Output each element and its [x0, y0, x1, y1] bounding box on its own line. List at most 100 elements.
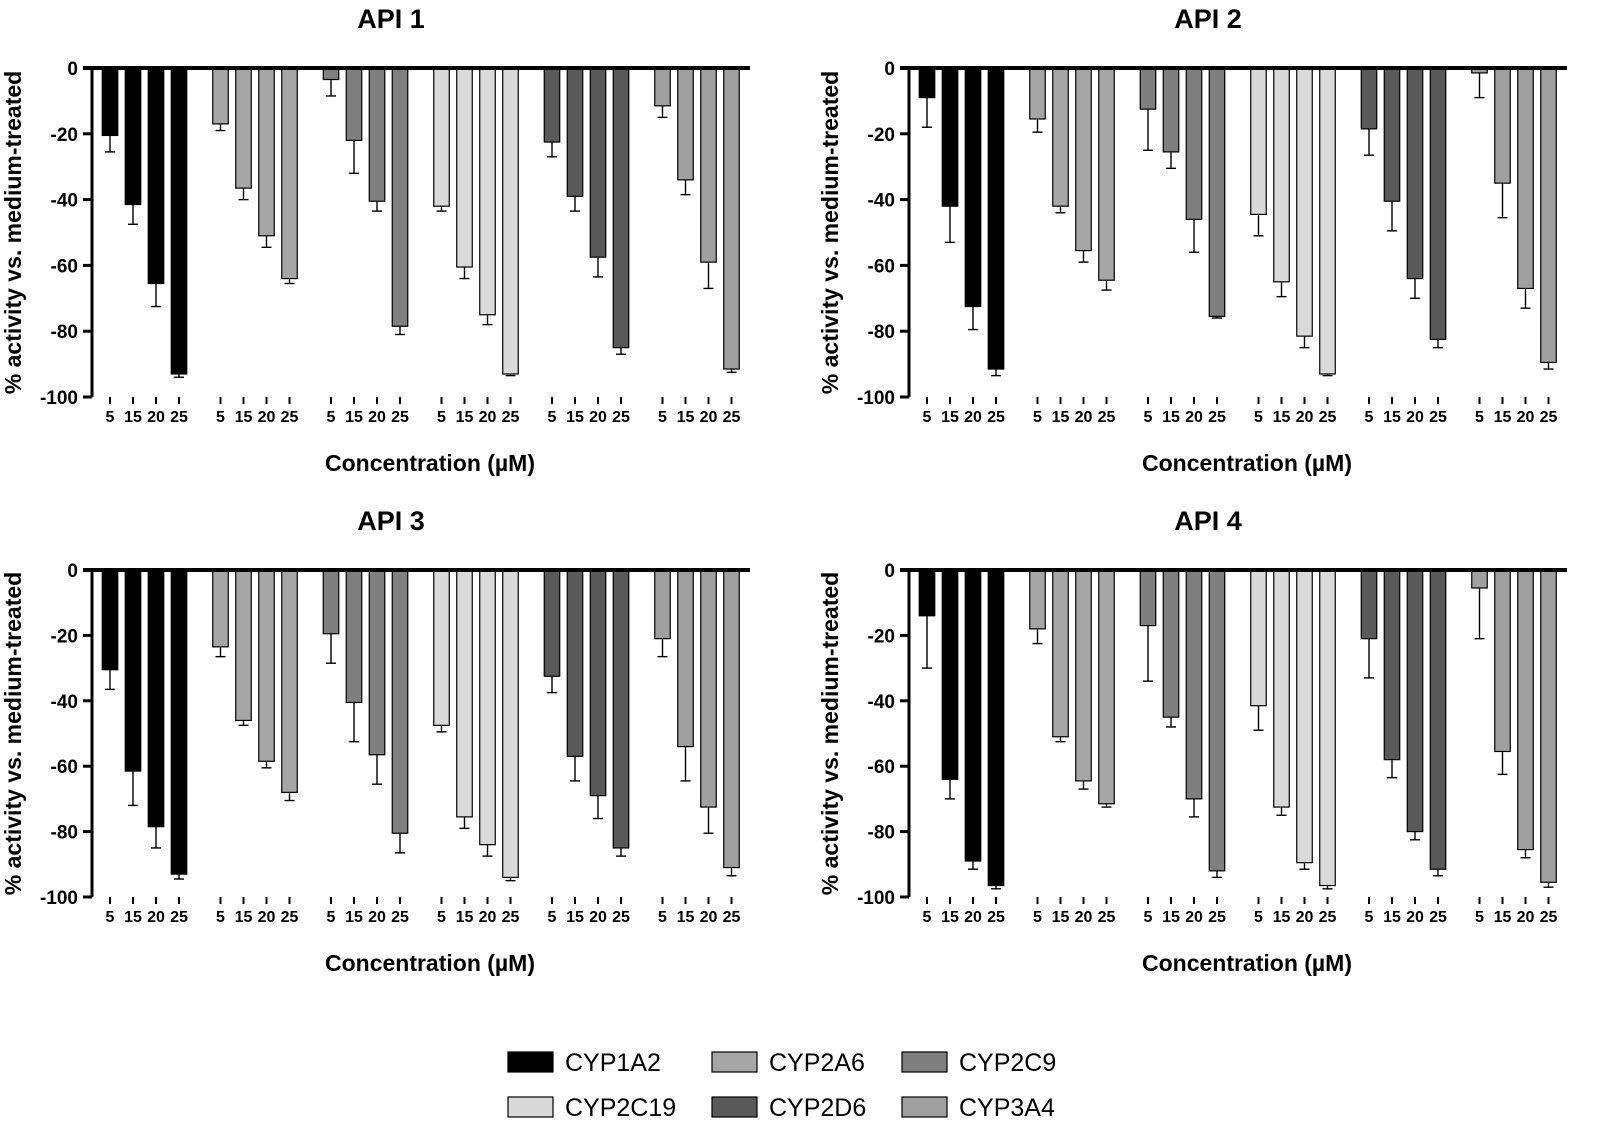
x-tick-label: 15 — [456, 909, 474, 926]
bar-CYP2A6-15 — [1052, 569, 1069, 738]
legend-label: CYP2C19 — [565, 1094, 676, 1122]
x-axis-label: Concentration (µM) — [325, 950, 535, 976]
x-tick-label: 15 — [1494, 909, 1512, 926]
x-tick-label: 20 — [700, 909, 718, 926]
bar-CYP2C19-25 — [1319, 569, 1336, 887]
bar-CYP2D6-20 — [1406, 569, 1424, 833]
x-tick-label: 15 — [677, 409, 695, 426]
bar-CYP1A2-5 — [918, 67, 936, 99]
legend: CYP1A2 CYP2A6 CYP2C9 CYP2C19 CYP2D6 CYP3A4 — [507, 1049, 1056, 1122]
bar-CYP1A2-15 — [124, 569, 142, 772]
y-tick-label: -60 — [51, 256, 78, 277]
bar-CYP2A6-15 — [235, 569, 252, 722]
bar-CYP2A6-5 — [212, 569, 229, 648]
bar-CYP2D6-20 — [589, 67, 607, 258]
x-tick-label: 15 — [1494, 409, 1512, 426]
bar-CYP3A4-15 — [1494, 569, 1511, 753]
x-tick-label: 20 — [964, 409, 982, 426]
bar-CYP2C19-15 — [456, 569, 473, 818]
legend-swatch — [711, 1096, 758, 1118]
y-tick-label: -60 — [868, 256, 895, 277]
x-tick-label: 25 — [723, 909, 741, 926]
legend-label: CYP2A6 — [769, 1049, 865, 1077]
x-tick-label: 15 — [345, 409, 363, 426]
x-tick-label: 15 — [1162, 909, 1180, 926]
bar-CYP2D6-5 — [543, 67, 561, 143]
legend-swatch — [901, 1051, 948, 1073]
bar-CYP2A6-5 — [1029, 569, 1046, 630]
bar-CYP2D6-15 — [566, 569, 584, 757]
bar-CYP2D6-20 — [589, 569, 607, 797]
x-tick-label: 5 — [327, 409, 336, 426]
bar-CYP1A2-5 — [101, 569, 119, 671]
bar-CYP2D6-15 — [1383, 67, 1401, 202]
x-tick-label: 5 — [437, 909, 446, 926]
x-tick-label: 25 — [170, 409, 188, 426]
bar-CYP3A4-20 — [1517, 569, 1534, 851]
chart-panel-4: API 4 0 -20 -40 -60 -80 -100 % activity vs. med… — [817, 506, 1567, 976]
x-tick-label: 25 — [1319, 909, 1337, 926]
x-tick-label: 25 — [612, 409, 630, 426]
x-tick-label: 15 — [1383, 909, 1401, 926]
x-tick-label: 25 — [987, 409, 1005, 426]
x-axis-label: Concentration (µM) — [1142, 450, 1352, 476]
x-tick-label: 5 — [1365, 409, 1374, 426]
bar-CYP2C9-25 — [1208, 67, 1226, 317]
x-axis-label: Concentration (µM) — [1142, 950, 1352, 976]
x-tick-label: 15 — [1273, 909, 1291, 926]
bar-CYP2A6-25 — [1098, 569, 1115, 805]
bar-CYP2C9-20 — [368, 67, 386, 202]
bar-CYP1A2-25 — [987, 569, 1005, 887]
bar-CYP2A6-20 — [258, 569, 275, 762]
panel-title: API 1 — [357, 4, 425, 34]
x-tick-label: 5 — [327, 909, 336, 926]
y-tick-label: -40 — [868, 692, 895, 713]
y-tick-label: -20 — [51, 125, 78, 146]
bar-CYP2C19-25 — [1319, 67, 1336, 375]
bar-CYP2C19-15 — [1273, 569, 1290, 808]
x-tick-label: 15 — [1162, 409, 1180, 426]
x-tick-label: 20 — [1075, 909, 1093, 926]
bar-CYP2A6-25 — [1098, 67, 1115, 281]
bar-CYP2C9-5 — [1139, 569, 1157, 627]
y-tick-label: 0 — [67, 59, 78, 80]
legend-label: CYP2C9 — [959, 1049, 1056, 1077]
x-tick-label: 25 — [1429, 409, 1447, 426]
x-tick-label: 20 — [368, 409, 386, 426]
bar-CYP2C9-5 — [322, 569, 340, 635]
legend-item-CYP2D6: CYP2D6 — [711, 1094, 866, 1122]
x-tick-label: 20 — [1075, 409, 1093, 426]
x-tick-label: 5 — [548, 409, 557, 426]
x-tick-label: 5 — [106, 909, 115, 926]
x-tick-label: 15 — [124, 409, 142, 426]
x-tick-label: 20 — [589, 409, 607, 426]
bar-CYP2C9-5 — [1139, 67, 1157, 110]
x-tick-label: 5 — [1475, 909, 1484, 926]
x-tick-label: 20 — [1296, 409, 1314, 426]
x-tick-label: 5 — [658, 909, 667, 926]
bar-CYP1A2-5 — [101, 67, 119, 137]
bar-CYP2A6-15 — [235, 67, 252, 189]
x-tick-label: 25 — [612, 909, 630, 926]
bar-CYP1A2-15 — [941, 569, 959, 780]
x-tick-label: 20 — [258, 409, 276, 426]
x-tick-label: 25 — [723, 409, 741, 426]
y-tick-label: -20 — [51, 626, 78, 647]
legend-label: CYP3A4 — [959, 1094, 1055, 1122]
y-tick-label: -40 — [51, 191, 78, 212]
bar-CYP3A4-25 — [1540, 569, 1557, 883]
y-tick-label: -60 — [868, 757, 895, 778]
x-tick-label: 25 — [391, 409, 409, 426]
x-tick-label: 5 — [1254, 909, 1263, 926]
x-tick-label: 5 — [106, 409, 115, 426]
y-tick-label: -60 — [51, 757, 78, 778]
y-tick-label: -80 — [868, 322, 895, 343]
x-tick-label: 25 — [502, 909, 520, 926]
x-tick-label: 25 — [1540, 409, 1558, 426]
y-tick-label: 0 — [884, 561, 895, 582]
y-tick-label: -80 — [868, 823, 895, 844]
x-tick-label: 20 — [368, 909, 386, 926]
bar-CYP2C9-25 — [391, 569, 409, 834]
x-tick-label: 25 — [1319, 409, 1337, 426]
